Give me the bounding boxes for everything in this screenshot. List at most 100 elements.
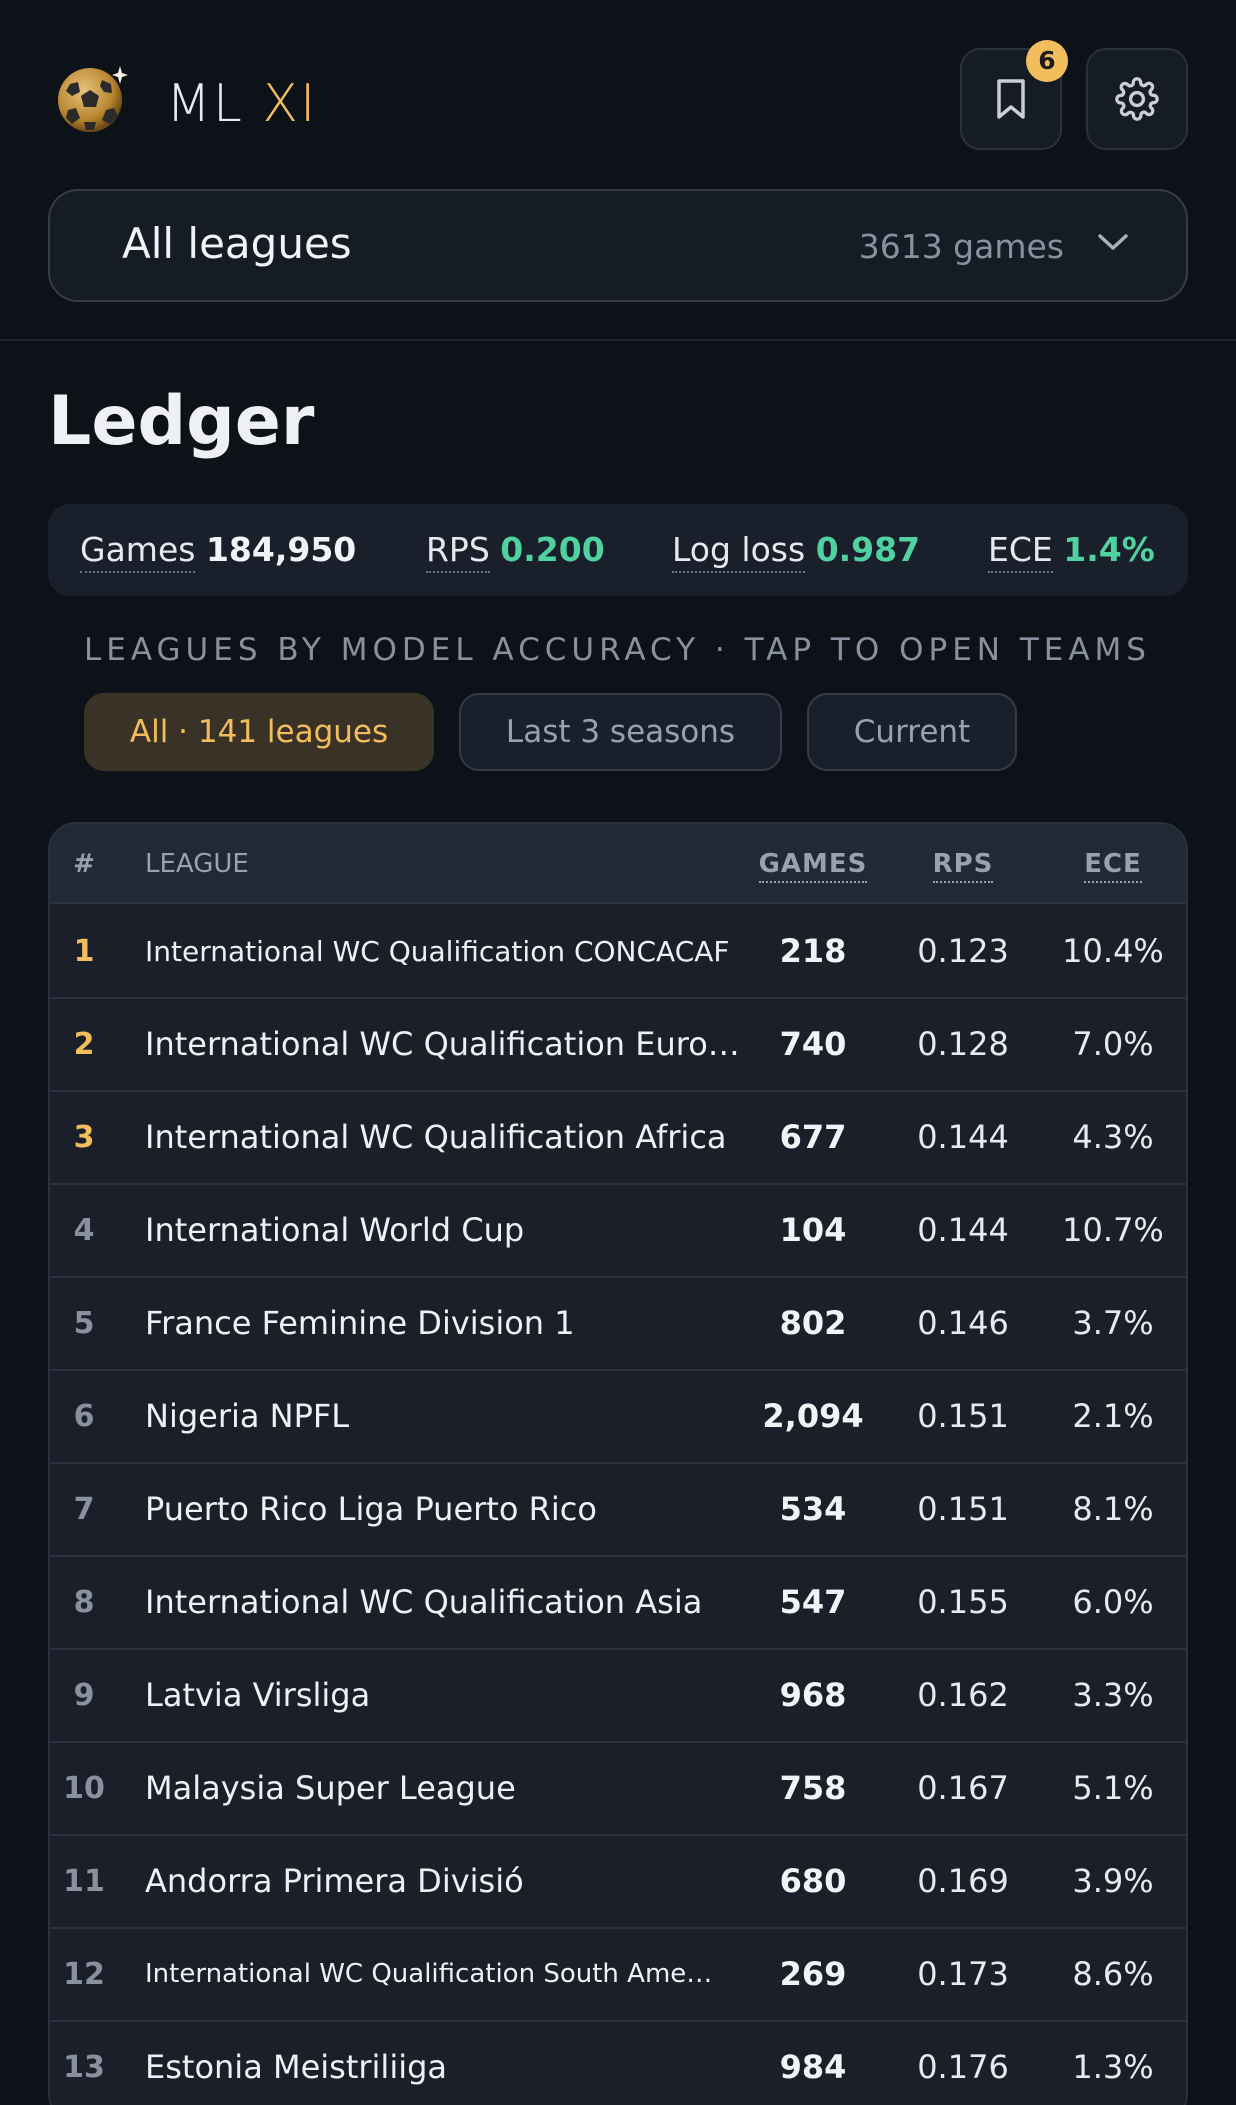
row-games: 2,094 [762, 1397, 864, 1435]
bookmark-icon [997, 79, 1025, 119]
row-rank: 10 [63, 1771, 105, 1806]
header-ece-label: ECE [1084, 849, 1142, 883]
filter-current[interactable]: Current [807, 693, 1017, 771]
header-games-label: GAMES [758, 849, 868, 883]
table-row[interactable]: 11 Andorra Primera Divisió 680 0.169 3.9… [50, 1836, 1186, 1929]
metric-rps[interactable]: RPS 0.200 [426, 504, 605, 596]
header-rank: # [73, 849, 95, 879]
row-rps: 0.167 [917, 1769, 1009, 1807]
league-selector-label: All leagues [122, 219, 352, 268]
row-league: Estonia Meistriliiga [145, 2048, 448, 2086]
row-league: Malaysia Super League [145, 1769, 516, 1807]
metric-log-loss[interactable]: Log loss 0.987 [672, 504, 920, 596]
row-games: 104 [779, 1211, 847, 1249]
row-games: 968 [779, 1676, 847, 1714]
row-games: 547 [779, 1583, 847, 1621]
bookmark-count-badge: 6 [1026, 40, 1068, 82]
row-rps: 0.151 [917, 1490, 1009, 1528]
metric-ece[interactable]: ECE 1.4% [988, 504, 1155, 596]
table-row[interactable]: 10 Malaysia Super League 758 0.167 5.1% [50, 1743, 1186, 1836]
settings-button[interactable] [1086, 48, 1188, 150]
filter-all-leagues[interactable]: All · 141 leagues [84, 693, 434, 771]
filter-last-3-seasons[interactable]: Last 3 seasons [459, 693, 782, 771]
row-league: Andorra Primera Divisió [145, 1862, 524, 1900]
row-ece: 8.1% [1072, 1490, 1154, 1528]
row-rps: 0.128 [917, 1025, 1009, 1063]
row-rank: 12 [63, 1957, 105, 1992]
table-row[interactable]: 9 Latvia Virsliga 968 0.162 3.3% [50, 1650, 1186, 1743]
table-row[interactable]: 8 International WC Qualification Asia 54… [50, 1557, 1186, 1650]
row-ece: 4.3% [1072, 1118, 1154, 1156]
row-rank: 2 [73, 1027, 95, 1062]
row-rps: 0.144 [917, 1118, 1009, 1156]
row-rps: 0.176 [917, 2048, 1009, 2086]
row-ece: 10.4% [1062, 932, 1164, 970]
row-ece: 3.3% [1072, 1676, 1154, 1714]
row-games: 802 [779, 1304, 847, 1342]
table-row[interactable]: 7 Puerto Rico Liga Puerto Rico 534 0.151… [50, 1464, 1186, 1557]
row-rps: 0.123 [917, 932, 1009, 970]
row-rps: 0.146 [917, 1304, 1009, 1342]
row-games: 534 [779, 1490, 847, 1528]
row-rank: 4 [73, 1213, 95, 1248]
row-games: 680 [779, 1862, 847, 1900]
row-rank: 13 [63, 2050, 105, 2085]
row-league: Latvia Virsliga [145, 1676, 371, 1714]
row-rank: 1 [73, 934, 95, 969]
row-games: 218 [779, 932, 847, 970]
section-subheading: LEAGUES BY MODEL ACCURACY · TAP TO OPEN … [84, 632, 1151, 668]
row-ece: 3.7% [1072, 1304, 1154, 1342]
row-ece: 3.9% [1072, 1862, 1154, 1900]
brand-prefix: ML [166, 74, 244, 134]
row-rps: 0.169 [917, 1862, 1009, 1900]
row-games: 740 [779, 1025, 847, 1063]
table-row[interactable]: 1 International WC Qualification CONCACA… [50, 906, 1186, 999]
row-league: International World Cup [145, 1211, 525, 1249]
row-ece: 1.3% [1072, 2048, 1154, 2086]
metric-games[interactable]: Games 184,950 [80, 504, 356, 596]
row-rps: 0.155 [917, 1583, 1009, 1621]
row-ece: 5.1% [1072, 1769, 1154, 1807]
metric-games-label: Games [80, 530, 196, 573]
table-row[interactable]: 6 Nigeria NPFL 2,094 0.151 2.1% [50, 1371, 1186, 1464]
table-row[interactable]: 12 International WC Qualification South … [50, 1929, 1186, 2022]
league-selector[interactable]: All leagues 3613 games [48, 189, 1188, 302]
row-rps: 0.162 [917, 1676, 1009, 1714]
row-league: Puerto Rico Liga Puerto Rico [145, 1490, 597, 1528]
header-rps[interactable]: RPS [898, 824, 1028, 904]
chevron-down-icon [1098, 234, 1128, 250]
table-row[interactable]: 4 International World Cup 104 0.144 10.7… [50, 1185, 1186, 1278]
soccer-ball-logo-icon [58, 66, 128, 132]
league-selector-count: 3613 games [858, 227, 1064, 266]
metric-log-loss-value: 0.987 [815, 530, 921, 569]
header-divider [0, 339, 1236, 341]
table-row[interactable]: 5 France Feminine Division 1 802 0.146 3… [50, 1278, 1186, 1371]
row-rps: 0.151 [917, 1397, 1009, 1435]
table-row[interactable]: 2 International WC Qualification Europe … [50, 999, 1186, 1092]
row-ece: 10.7% [1062, 1211, 1164, 1249]
gear-icon [1115, 77, 1159, 121]
row-ece: 2.1% [1072, 1397, 1154, 1435]
row-league: International WC Qualification Asia [145, 1583, 703, 1621]
row-rank: 7 [73, 1492, 95, 1527]
row-rps: 0.144 [917, 1211, 1009, 1249]
metric-games-value: 184,950 [205, 530, 357, 569]
metric-rps-value: 0.200 [500, 530, 605, 569]
row-games: 269 [779, 1955, 847, 1993]
app-header: ML XI 6 All leagues 3613 games [0, 0, 1236, 340]
page-title: Ledger [48, 382, 315, 461]
metric-log-loss-label: Log loss [672, 530, 806, 573]
header-ece[interactable]: ECE [1048, 824, 1178, 904]
row-rank: 5 [73, 1306, 95, 1341]
summary-metrics: Games 184,950 RPS 0.200 Log loss 0.987 E… [48, 504, 1188, 596]
row-ece: 6.0% [1072, 1583, 1154, 1621]
row-ece: 7.0% [1072, 1025, 1154, 1063]
row-rank: 6 [73, 1399, 95, 1434]
row-league: International WC Qualification Africa [145, 1118, 727, 1156]
table-row[interactable]: 13 Estonia Meistriliiga 984 0.176 1.3% [50, 2022, 1186, 2105]
header-games[interactable]: GAMES [748, 824, 878, 904]
row-games: 677 [779, 1118, 847, 1156]
row-league: International WC Qualification Europe [145, 1025, 743, 1063]
table-row[interactable]: 3 International WC Qualification Africa … [50, 1092, 1186, 1185]
